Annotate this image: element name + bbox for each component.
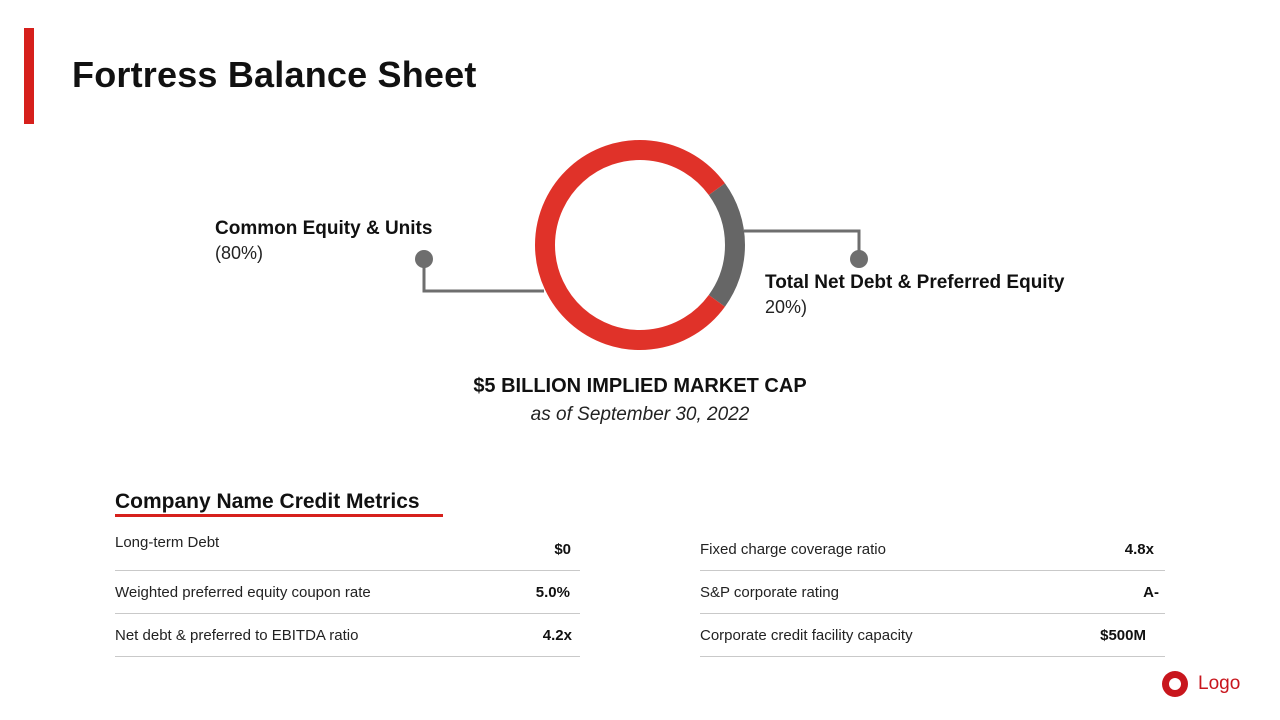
table-row: Corporate credit facility capacity $500M [700,613,1165,657]
connector-dot-debt-preferred [850,250,868,268]
segment-label-debt-preferred: Total Net Debt & Preferred Equity [765,272,1065,293]
connector-line-common-equity [422,259,544,293]
company-logo: Logo [1162,671,1240,697]
market-cap-date: as of September 30, 2022 [530,404,750,425]
table-row: Weighted preferred equity coupon rate 5.… [115,570,580,614]
connector-dot-common-equity [415,250,433,268]
table-row: Long-term Debt $0 [115,527,580,571]
metric-label: Net debt & preferred to EBITDA ratio [115,627,359,644]
table-row: Net debt & preferred to EBITDA ratio 4.2… [115,613,580,657]
market-cap-caption: $5 BILLION IMPLIED MARKET CAP [473,375,807,397]
metric-label: Long-term Debt [115,534,220,551]
metric-value: 5.0% [535,584,570,601]
metric-value: $0 [554,541,571,558]
donut-segment-common-equity [535,140,725,350]
metric-value: A- [1143,584,1159,601]
title-accent-bar [24,28,34,124]
table-row: Fixed charge coverage ratio 4.8x [700,527,1165,571]
metric-label: Fixed charge coverage ratio [700,541,886,558]
metric-label: S&P corporate rating [700,584,839,601]
segment-label-common-equity: Common Equity & Units [215,218,433,239]
segment-value-common-equity: (80%) [215,243,264,263]
credit-metrics-right-table: Fixed charge coverage ratio 4.8x S&P cor… [700,527,1165,657]
credit-metrics-left-table: Long-term Debt $0 Weighted preferred equ… [115,527,580,657]
connector-line-debt-preferred [744,229,861,259]
metric-value: $500M [1100,627,1146,644]
table-row: S&P corporate rating A- [700,570,1165,614]
page-title: Fortress Balance Sheet [72,54,477,95]
credit-metrics-title: Company Name Credit Metrics [115,490,420,513]
logo-text: Logo [1198,673,1241,694]
metric-label: Weighted preferred equity coupon rate [115,584,371,601]
donut-segment-debt-preferred [708,183,745,307]
logo-ring-icon [1162,671,1188,697]
credit-metrics-underline [115,514,443,517]
metric-label: Corporate credit facility capacity [700,627,913,644]
metric-value: 4.2x [542,627,572,644]
segment-value-debt-preferred: 20%) [765,297,808,317]
metric-value: 4.8x [1124,541,1154,558]
